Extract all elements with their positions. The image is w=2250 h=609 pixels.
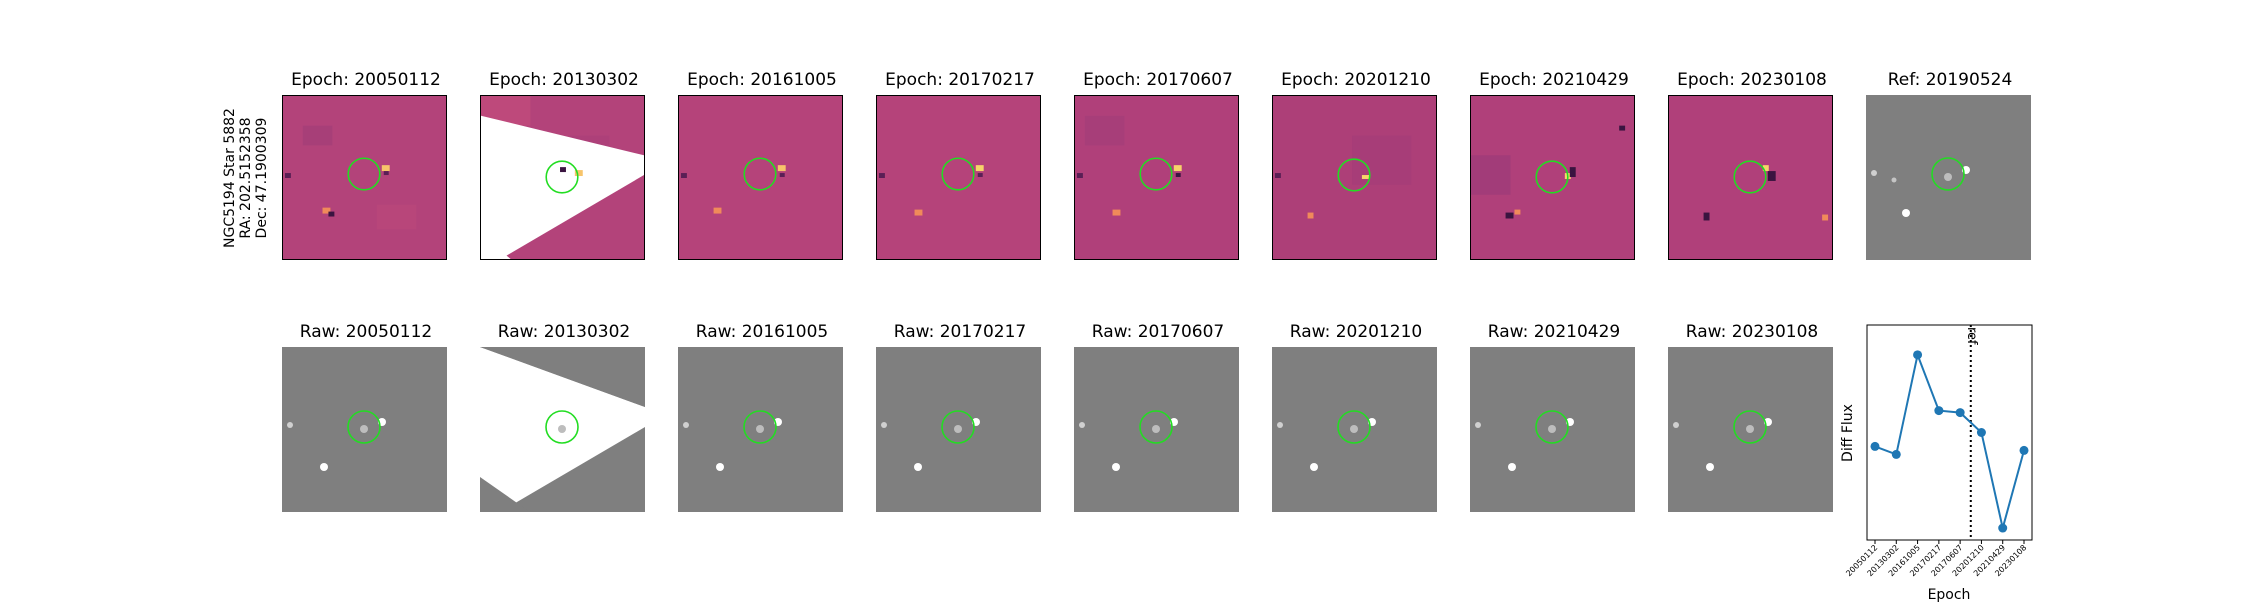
- target-circle: [1535, 160, 1569, 194]
- data-point-20210429: [1998, 523, 2008, 533]
- target-circle: [347, 157, 381, 191]
- raw-title-3: Raw: 20161005: [695, 322, 829, 342]
- target-circle: [743, 410, 777, 444]
- diff-image-20170217: [876, 95, 1041, 260]
- raw-title-2: Raw: 20130302: [497, 322, 631, 342]
- raw-image-20201210: [1272, 347, 1437, 512]
- data-point-20170607: [1955, 408, 1965, 418]
- diff-image-20170607: [1074, 95, 1239, 260]
- raw-image-20170217: [876, 347, 1041, 512]
- diff-title-2: Epoch: 20130302: [489, 70, 639, 90]
- diff-title-6: Epoch: 20201210: [1281, 70, 1431, 90]
- data-point-20050112: [1870, 441, 1880, 451]
- diff-title-3: Epoch: 20161005: [687, 70, 837, 90]
- diff-image-20201210: [1272, 95, 1437, 260]
- target-circle: [1733, 160, 1767, 194]
- raw-image-20050112: [282, 347, 447, 512]
- target-circle: [1535, 410, 1569, 444]
- target-circle: [1733, 410, 1767, 444]
- target-circle: [545, 410, 579, 444]
- target-circle: [941, 410, 975, 444]
- diff-title-5: Epoch: 20170607: [1083, 70, 1233, 90]
- data-point-20201210: [1976, 428, 1986, 437]
- light-curve-chart: 20050112 20130302 20161005 20170217 20170607…: [1830, 315, 2050, 605]
- diff-title-7: Epoch: 20210429: [1479, 70, 1629, 90]
- target-name: NGC5194 Star 5882: [222, 108, 238, 248]
- raw-image-20170607: [1074, 347, 1239, 512]
- raw-title-5: Raw: 20170607: [1091, 322, 1225, 342]
- target-circle: [1139, 410, 1173, 444]
- y-axis-label: Diff Flux: [1840, 404, 1856, 462]
- diff-title-1: Epoch: 20050112: [291, 70, 441, 90]
- target-ra: RA: 202.5152358: [238, 117, 254, 239]
- target-circle: [1337, 410, 1371, 444]
- target-circle: [545, 160, 579, 194]
- target-circle: [743, 157, 777, 191]
- raw-image-20230108: [1668, 347, 1833, 512]
- plot-frame: [1866, 324, 2033, 541]
- target-circle: [1139, 157, 1173, 191]
- raw-image-20161005: [678, 347, 843, 512]
- data-point-20170217: [1934, 406, 1944, 416]
- raw-title-8: Raw: 20230108: [1685, 322, 1819, 342]
- raw-title-1: Raw: 20050112: [299, 322, 433, 342]
- raw-title-4: Raw: 20170217: [893, 322, 1027, 342]
- raw-title-7: Raw: 20210429: [1487, 322, 1621, 342]
- diff-image-20130302: [480, 95, 645, 260]
- data-point-20130302: [1891, 449, 1901, 459]
- reference-label: ref: [1964, 327, 1979, 345]
- target-circle: [1931, 157, 1965, 191]
- diff-title-4: Epoch: 20170217: [885, 70, 1035, 90]
- diff-title-8: Epoch: 20230108: [1677, 70, 1827, 90]
- ref-title: Ref: 20190524: [1887, 70, 2013, 90]
- diff-image-20210429: [1470, 95, 1635, 260]
- target-circle: [1337, 158, 1371, 192]
- target-dec: Dec: 47.1900309: [254, 117, 270, 239]
- target-circle: [941, 157, 975, 191]
- raw-image-20210429: [1470, 347, 1635, 512]
- raw-title-6: Raw: 20201210: [1289, 322, 1423, 342]
- diff-image-20050112: [282, 95, 447, 260]
- diff-image-20161005: [678, 95, 843, 260]
- diff-image-20230108: [1668, 95, 1833, 260]
- target-circle: [347, 410, 381, 444]
- diff-flux-line: [1874, 351, 2025, 529]
- raw-image-20130302: [480, 347, 645, 512]
- x-axis-label: Epoch: [1928, 587, 1971, 603]
- data-point-20230108: [2019, 445, 2029, 455]
- reference-image: [1866, 95, 2031, 260]
- data-point-20161005: [1913, 350, 1923, 360]
